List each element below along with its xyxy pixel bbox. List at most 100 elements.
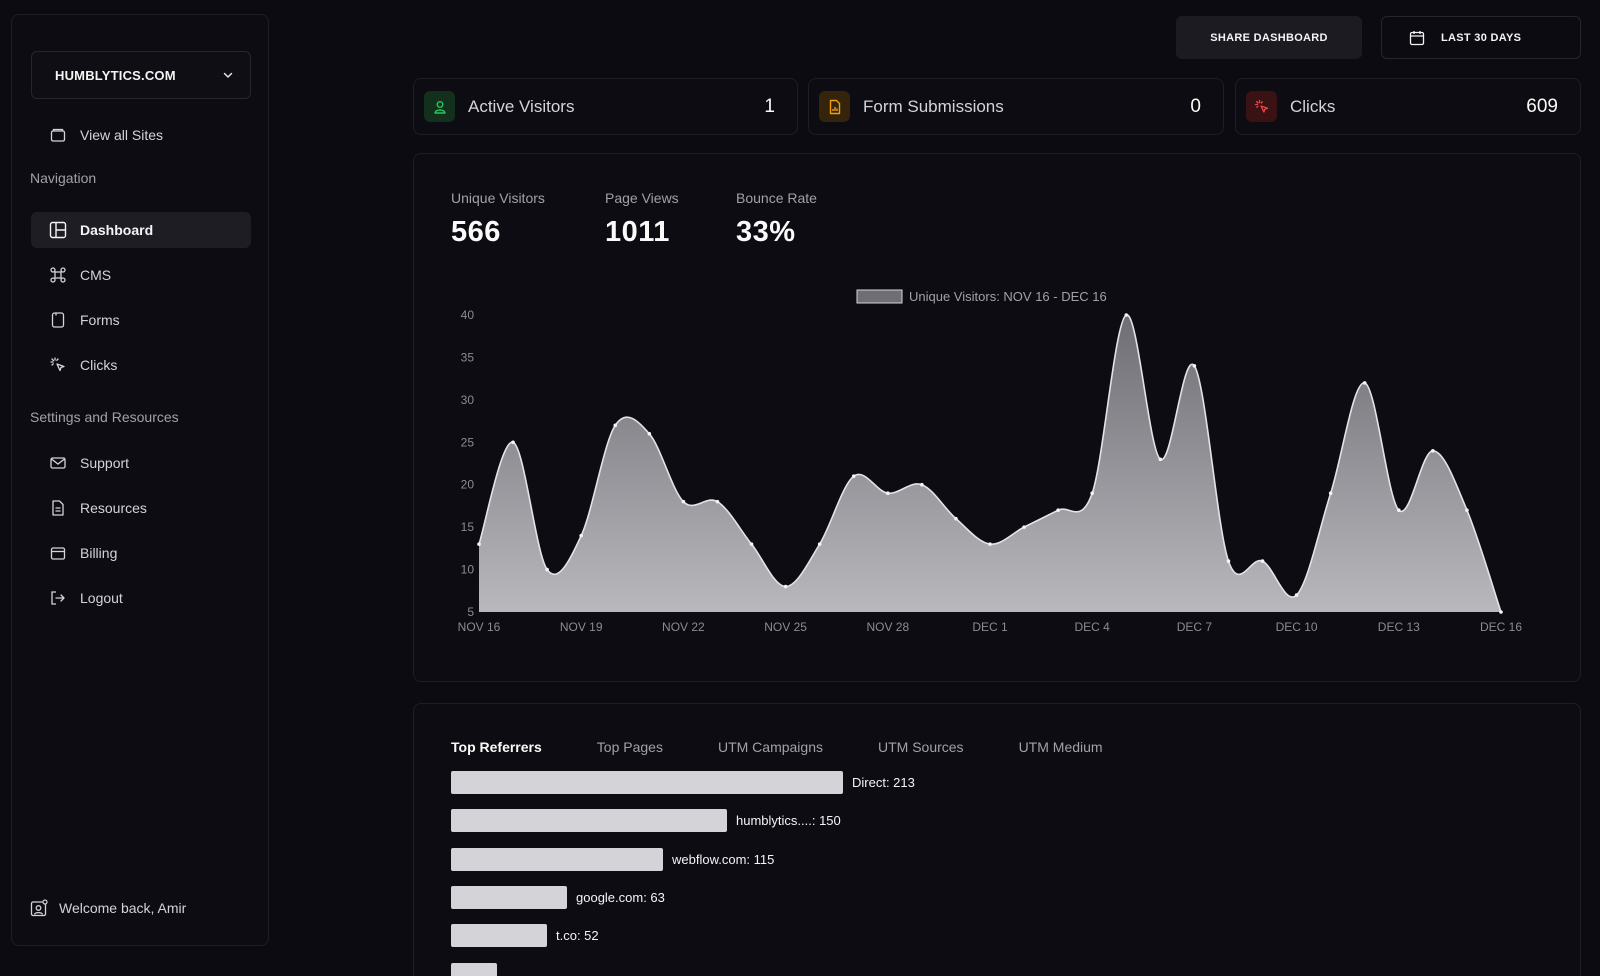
data-point xyxy=(920,482,924,487)
referrer-label: webflow.com: 115 xyxy=(672,851,775,867)
metric-label: Bounce Rate xyxy=(736,190,817,206)
data-point xyxy=(1499,610,1503,614)
nav-item-label: Logout xyxy=(80,590,123,606)
stat-value: 1 xyxy=(764,95,775,117)
nav-item-dashboard[interactable]: Dashboard xyxy=(31,212,251,248)
metric-unique-visitors: Unique Visitors 566 xyxy=(451,190,545,249)
nav-item-cms[interactable]: CMS xyxy=(31,257,251,293)
cursor-click-icon xyxy=(1246,91,1277,122)
nav-item-billing[interactable]: Billing xyxy=(31,535,251,571)
y-tick-label: 30 xyxy=(461,393,475,407)
nav-item-label: Support xyxy=(80,455,130,471)
cursor-click-icon xyxy=(49,356,67,374)
stat-card-active-visitors: Active Visitors 1 xyxy=(413,78,798,135)
form-icon xyxy=(49,311,67,329)
x-tick-label: DEC 13 xyxy=(1378,620,1420,634)
x-tick-label: DEC 7 xyxy=(1177,620,1213,634)
share-dashboard-button[interactable]: SHARE DASHBOARD xyxy=(1176,16,1362,59)
stat-label: Clicks xyxy=(1290,96,1336,116)
data-point xyxy=(954,516,958,521)
referrer-row: Direct: 213 xyxy=(451,771,915,794)
data-point xyxy=(1192,364,1197,368)
tab-top-referrers[interactable]: Top Referrers xyxy=(451,739,542,755)
nav-item-support[interactable]: Support xyxy=(31,445,251,481)
metric-value: 1011 xyxy=(605,216,670,248)
tab-top-pages[interactable]: Top Pages xyxy=(596,739,663,755)
nav-item-forms[interactable]: Forms xyxy=(31,302,251,338)
data-point xyxy=(1090,491,1094,496)
data-point xyxy=(1226,559,1231,563)
referrer-bar xyxy=(451,847,663,871)
legend-label: Unique Visitors: NOV 16 - DEC 16 xyxy=(909,289,1107,304)
cms-icon xyxy=(49,266,67,284)
y-tick-label: 40 xyxy=(461,308,475,322)
stat-card-form-submissions: Form Submissions 0 xyxy=(808,78,1224,135)
referrer-row: humblytics....: 150 xyxy=(451,809,841,833)
y-tick-label: 5 xyxy=(467,605,474,619)
tab-utm-medium[interactable]: UTM Medium xyxy=(1018,739,1103,755)
data-point xyxy=(647,432,652,436)
referrer-label: google.com: 63 xyxy=(576,889,665,905)
stat-card-clicks: Clicks 609 xyxy=(1235,78,1581,135)
x-tick-label: DEC 1 xyxy=(972,620,1008,634)
metric-value: 33% xyxy=(736,216,796,248)
data-point xyxy=(477,542,481,546)
date-range-button[interactable]: LAST 30 DAYS xyxy=(1381,16,1581,59)
view-all-sites-link[interactable]: View all Sites xyxy=(31,117,251,153)
data-point xyxy=(851,474,856,479)
data-point xyxy=(1158,457,1163,462)
metric-value: 566 xyxy=(451,216,501,248)
nav-item-label: Billing xyxy=(80,545,118,561)
calendar-icon xyxy=(1409,30,1425,46)
nav-item-clicks[interactable]: Clicks xyxy=(31,347,251,383)
logout-icon xyxy=(49,589,67,607)
referrer-bar xyxy=(451,962,497,976)
data-point xyxy=(545,567,549,572)
series-area xyxy=(479,314,1501,612)
data-point xyxy=(1294,593,1299,597)
data-point xyxy=(1328,491,1333,496)
data-point xyxy=(886,491,890,496)
referrer-row: webflow.com: 115 xyxy=(451,847,775,871)
mail-icon xyxy=(49,454,67,472)
visitors-area-chart: Unique Visitors: NOV 16 - DEC 16 40 35 30 25… xyxy=(458,289,1523,634)
data-point xyxy=(681,499,686,504)
tab-utm-campaigns[interactable]: UTM Campaigns xyxy=(717,739,823,755)
referrers-panel: Top Referrers Top Pages UTM Campaigns UT… xyxy=(413,703,1581,976)
metric-page-views: Page Views 1011 xyxy=(605,190,679,249)
stat-value: 0 xyxy=(1190,95,1201,117)
data-point xyxy=(1056,508,1060,512)
site-name: HUMBLYTICS.COM xyxy=(55,67,176,83)
tab-utm-sources[interactable]: UTM Sources xyxy=(877,739,964,755)
welcome-user[interactable]: Welcome back, Amir xyxy=(30,899,186,917)
nav-item-logout[interactable]: Logout xyxy=(31,580,251,616)
data-point xyxy=(579,533,583,538)
data-point xyxy=(1397,508,1401,512)
wallet-icon xyxy=(49,544,67,562)
nav-item-label: CMS xyxy=(80,267,112,283)
date-range-label: LAST 30 DAYS xyxy=(1441,31,1522,44)
data-point xyxy=(1465,508,1469,512)
view-all-sites-label: View all Sites xyxy=(80,127,164,143)
data-point xyxy=(613,423,618,428)
metric-bounce-rate: Bounce Rate 33% xyxy=(736,190,817,249)
data-point xyxy=(1022,525,1026,529)
stat-label: Form Submissions xyxy=(863,96,1004,116)
visitors-chart-panel: Unique Visitors 566 Page Views 1011 Boun… xyxy=(413,153,1581,682)
nav-item-label: Forms xyxy=(80,312,120,328)
document-icon xyxy=(49,499,67,517)
x-tick-label: DEC 16 xyxy=(1480,620,1522,634)
y-tick-label: 35 xyxy=(461,350,475,364)
dashboard-icon xyxy=(49,221,67,239)
referrer-label: Direct: 213 xyxy=(852,775,915,790)
referrer-row: google.com: 63 xyxy=(451,885,665,909)
data-point xyxy=(749,542,754,546)
x-tick-label: NOV 19 xyxy=(560,620,603,634)
user-icon xyxy=(424,91,455,122)
nav-item-resources[interactable]: Resources xyxy=(31,490,251,526)
y-tick-label: 15 xyxy=(461,520,475,534)
folder-stack-icon xyxy=(49,126,67,144)
referrer-bar xyxy=(451,924,547,948)
site-selector[interactable]: HUMBLYTICS.COM xyxy=(31,51,251,99)
share-dashboard-label: SHARE DASHBOARD xyxy=(1210,31,1328,44)
